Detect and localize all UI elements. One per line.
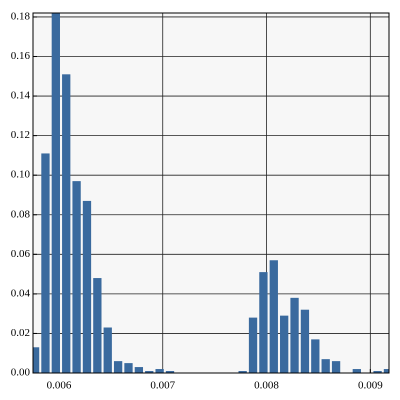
y-tick-label: 0.16 [11, 50, 31, 62]
bar [33, 347, 40, 373]
bar [72, 181, 81, 373]
plot-frame [32, 12, 390, 374]
bar [352, 369, 361, 373]
bar [93, 278, 102, 373]
bar [311, 339, 320, 373]
bar [134, 367, 144, 373]
bar [113, 361, 123, 373]
bar [124, 363, 133, 373]
bar [51, 13, 60, 373]
y-tick-label: 0.04 [11, 287, 31, 299]
bar [248, 317, 258, 373]
x-tick-label: 0.008 [254, 380, 279, 392]
x-tick-label: 0.006 [47, 380, 72, 392]
y-tick-label: 0.02 [11, 327, 30, 339]
y-tick-label: 0.00 [11, 367, 31, 379]
y-tick-label: 0.12 [11, 129, 30, 141]
y-tick-label: 0.10 [11, 169, 31, 181]
bar [321, 359, 330, 373]
bar [259, 272, 268, 373]
y-tick-label: 0.08 [11, 208, 31, 220]
bar [269, 260, 278, 373]
y-tick-label: 0.14 [11, 90, 31, 102]
bar [238, 371, 247, 373]
bar [82, 200, 92, 373]
bar [331, 361, 341, 373]
bar [155, 369, 164, 373]
bar [145, 371, 154, 373]
x-tick-label: 0.009 [358, 380, 383, 392]
bar [373, 371, 382, 373]
x-tick-label: 0.007 [150, 380, 175, 392]
bar [300, 309, 310, 373]
bar [165, 371, 175, 373]
bar [62, 74, 71, 373]
bar [280, 315, 289, 373]
bar [41, 153, 50, 373]
bar [290, 297, 299, 373]
plot-background [33, 13, 389, 373]
tick-labels: 0.00 0.02 0.04 0.06 0.08 0.10 0.12 0.14 0.16 0.18… [11, 10, 383, 391]
bar [103, 327, 112, 373]
y-tick-label: 0.06 [11, 248, 31, 260]
bar [383, 369, 389, 373]
y-tick-label: 0.18 [11, 10, 31, 22]
bars [33, 13, 389, 373]
